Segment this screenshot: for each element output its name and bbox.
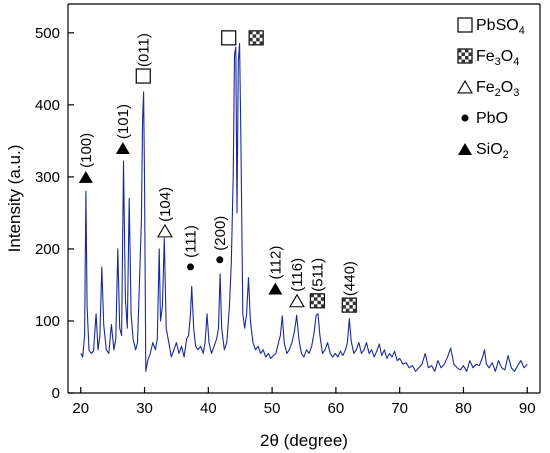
pbso4-square-icon	[221, 30, 237, 46]
legend-item: SiO2	[458, 141, 509, 161]
peak-label: (100)	[78, 133, 95, 168]
y-tick-label: 300	[35, 169, 60, 186]
sio2-triangle-icon	[458, 143, 472, 155]
peak-annotation: (440)	[341, 261, 358, 313]
legend-label: SiO2	[476, 141, 509, 161]
legend-item: Fe3O4	[457, 48, 519, 68]
peak-annotation: (011)	[135, 33, 152, 84]
peak-annotations: (100) (101) (011) (104) (111) (200) (112) (116)…	[78, 30, 358, 313]
peak-annotation	[221, 30, 237, 46]
peak-label: (116)	[289, 258, 306, 292]
x-ticks: 20 30 40 50 60 70 80 90	[72, 387, 536, 417]
sio2-triangle-icon	[268, 282, 283, 295]
legend-label: Fe2O3	[476, 79, 519, 99]
sio2-triangle-icon	[78, 170, 93, 183]
peak-annotation: (112)	[267, 246, 284, 295]
pbo-dot-icon	[216, 256, 224, 264]
y-tick-label: 400	[35, 97, 60, 114]
peak-annotation: (100)	[78, 133, 95, 183]
pbo-dot-icon	[461, 114, 469, 122]
peak-label: (111)	[182, 225, 199, 258]
x-tick-label: 40	[200, 400, 217, 417]
peak-annotation: (104)	[156, 187, 174, 238]
x-axis-title: 2θ (degree)	[260, 431, 348, 450]
peak-label: (511)	[309, 258, 326, 292]
fe3o4-checker-icon	[457, 48, 473, 64]
fe3o4-checker-icon	[341, 297, 357, 313]
pbso4-square-icon	[457, 17, 473, 33]
x-tick-label: 60	[328, 400, 345, 417]
fe3o4-checker-icon	[309, 293, 325, 309]
fe2o3-triangle-icon	[156, 223, 173, 238]
peak-label: (112)	[267, 246, 284, 280]
fe2o3-triangle-icon	[289, 293, 305, 308]
x-tick-label: 50	[264, 400, 281, 417]
pbo-dot-icon	[186, 263, 194, 271]
peak-annotation: (101)	[115, 104, 132, 155]
y-tick-label: 0	[52, 385, 60, 402]
peak-label: (101)	[115, 104, 132, 139]
y-ticks: 0 100 200 300 400 500	[35, 25, 74, 402]
y-tick-label: 500	[35, 25, 60, 42]
y-axis-title: Intensity (a.u.)	[5, 145, 24, 253]
x-tick-label: 30	[136, 400, 153, 417]
peak-annotation: (116)	[289, 258, 306, 308]
legend: PbSO4 Fe3O4 Fe2O3 PbO SiO2	[457, 17, 525, 161]
peak-label: (440)	[341, 261, 358, 296]
x-tick-label: 70	[391, 400, 408, 417]
x-tick-label: 90	[519, 400, 536, 417]
sio2-triangle-icon	[115, 142, 130, 155]
y-tick-label: 200	[35, 241, 60, 258]
x-tick-label: 20	[72, 400, 89, 417]
legend-item: PbSO4	[457, 17, 525, 37]
series-line	[80, 43, 528, 372]
legend-label: PbSO4	[476, 17, 525, 37]
fe2o3-triangle-icon	[457, 79, 473, 94]
peak-annotation: (511)	[309, 258, 326, 309]
legend-label: Fe3O4	[476, 48, 519, 68]
legend-label: PbO	[476, 110, 508, 127]
y-tick-label: 100	[35, 313, 60, 330]
pbso4-square-icon	[135, 68, 151, 84]
peak-label: (011)	[135, 33, 152, 67]
legend-item: Fe2O3	[457, 79, 519, 99]
peak-label: (200)	[212, 216, 229, 251]
legend-item: PbO	[461, 110, 508, 127]
x-tick-label: 80	[455, 400, 472, 417]
peak-label: (104)	[157, 187, 174, 222]
peak-annotation: (200)	[212, 216, 229, 264]
peak-annotation	[248, 30, 264, 46]
peak-annotation: (111)	[182, 225, 199, 271]
fe3o4-checker-icon	[248, 30, 264, 46]
